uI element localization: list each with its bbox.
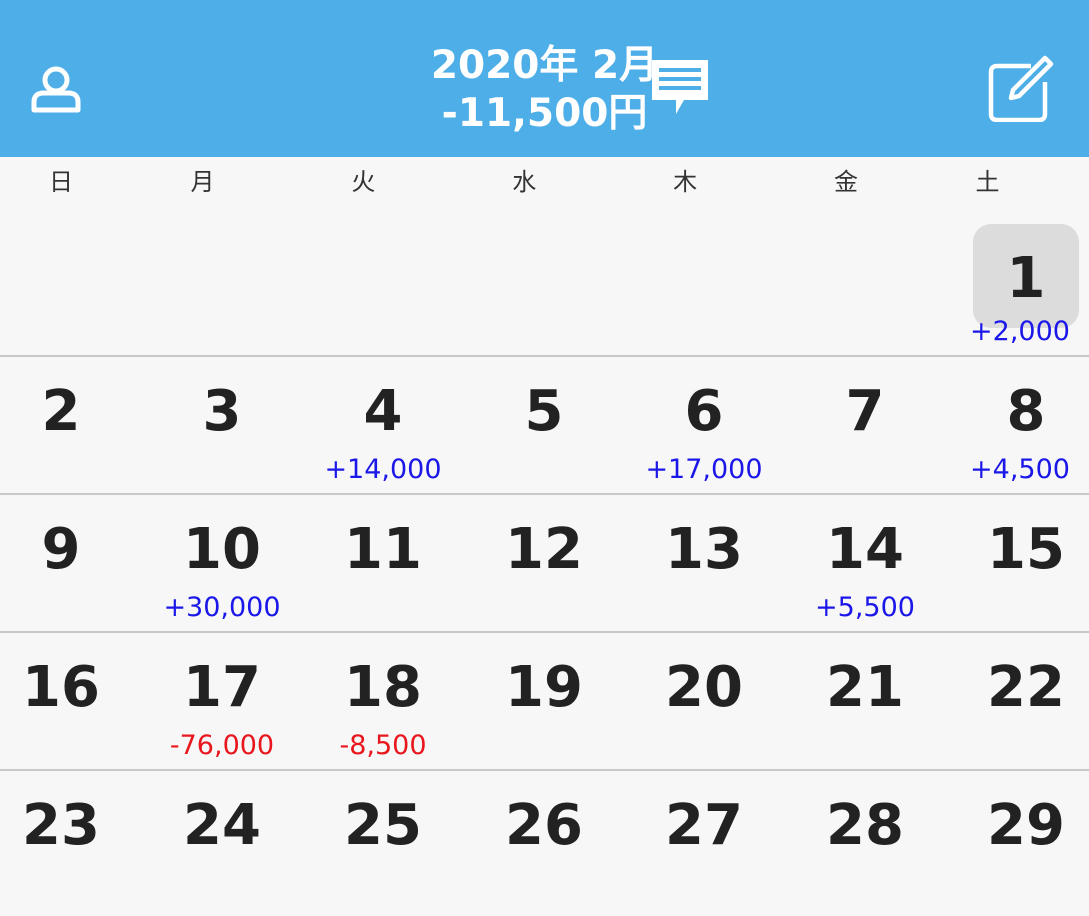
- day-cell[interactable]: 2: [0, 357, 131, 493]
- day-cell[interactable]: 24: [152, 771, 292, 907]
- day-cell[interactable]: 14 +5,500: [795, 495, 935, 631]
- day-number: 21: [826, 655, 904, 720]
- month-label: 2020年 2月: [430, 43, 659, 88]
- day-number: 3: [202, 379, 242, 444]
- day-number: 13: [665, 517, 743, 582]
- weekday-label: 火: [351, 168, 376, 196]
- week-row: 23 24 25 26 27 28 29: [0, 771, 1089, 907]
- day-cell[interactable]: 27: [634, 771, 774, 907]
- day-number: 4: [363, 379, 403, 444]
- day-number: 17: [183, 655, 261, 720]
- day-cell[interactable]: 22: [956, 633, 1089, 769]
- day-cell[interactable]: 15: [956, 495, 1089, 631]
- day-cell[interactable]: 3: [152, 357, 292, 493]
- day-amount: -76,000: [169, 730, 275, 761]
- day-number: 29: [987, 793, 1065, 858]
- day-amount: -8,500: [339, 730, 427, 761]
- day-cell[interactable]: 28: [795, 771, 935, 907]
- day-number: 6: [684, 379, 724, 444]
- selected-day-highlight: [973, 224, 1079, 328]
- person-icon[interactable]: [28, 62, 84, 118]
- weekday-label: 土: [975, 168, 1000, 196]
- header-title: 2020年 2月 -11,500円: [0, 42, 1089, 138]
- week-row: 16 17 -76,000 18 -8,500 19 20 21 22: [0, 633, 1089, 771]
- day-cell[interactable]: 1 +2,000: [956, 212, 1089, 355]
- compose-icon[interactable]: [987, 52, 1057, 123]
- day-number: 18: [344, 655, 422, 720]
- day-number: 24: [183, 793, 261, 858]
- day-cell[interactable]: 9: [0, 495, 131, 631]
- day-cell[interactable]: 5: [474, 357, 614, 493]
- day-amount: +5,500: [815, 592, 915, 623]
- day-number: 23: [22, 793, 100, 858]
- day-cell[interactable]: 26: [474, 771, 614, 907]
- day-cell[interactable]: 20: [634, 633, 774, 769]
- day-number: 19: [505, 655, 583, 720]
- day-cell[interactable]: 29: [956, 771, 1089, 907]
- weekday-label: 月: [190, 168, 215, 196]
- day-cell[interactable]: 19: [474, 633, 614, 769]
- day-cell[interactable]: 8 +4,500: [956, 357, 1089, 493]
- day-number: 14: [826, 517, 904, 582]
- day-number: 1: [1006, 246, 1046, 311]
- day-cell[interactable]: 7: [795, 357, 935, 493]
- day-number: 8: [1006, 379, 1046, 444]
- day-cell[interactable]: 21: [795, 633, 935, 769]
- day-cell[interactable]: 25: [313, 771, 453, 907]
- day-number: 10: [183, 517, 261, 582]
- weekday-label: 金: [834, 168, 858, 196]
- day-cell[interactable]: 17 -76,000: [152, 633, 292, 769]
- day-cell[interactable]: 4 +14,000: [313, 357, 453, 493]
- day-cell[interactable]: 16: [0, 633, 131, 769]
- day-amount: +4,500: [970, 454, 1070, 485]
- month-total: -11,500円: [441, 91, 648, 136]
- day-cell[interactable]: 11: [313, 495, 453, 631]
- day-cell[interactable]: 13: [634, 495, 774, 631]
- week-row: 9 10 +30,000 11 12 13 14 +5,500 15: [0, 495, 1089, 633]
- day-amount: +2,000: [970, 316, 1070, 347]
- day-number: 9: [41, 517, 81, 582]
- week-row: 1 +2,000: [0, 212, 1089, 357]
- day-cell[interactable]: 12: [474, 495, 614, 631]
- day-number: 22: [987, 655, 1065, 720]
- app-header: 2020年 2月 -11,500円: [0, 0, 1089, 157]
- day-number: 28: [826, 793, 904, 858]
- day-cell[interactable]: 10 +30,000: [152, 495, 292, 631]
- day-number: 26: [505, 793, 583, 858]
- day-amount: +17,000: [645, 454, 763, 485]
- weekday-label: 日: [49, 168, 73, 196]
- weekday-label: 木: [673, 168, 698, 196]
- day-number: 27: [665, 793, 743, 858]
- day-number: 20: [665, 655, 743, 720]
- day-number: 25: [344, 793, 422, 858]
- day-cell[interactable]: 18 -8,500: [313, 633, 453, 769]
- day-number: 15: [987, 517, 1065, 582]
- day-number: 7: [845, 379, 885, 444]
- day-cell[interactable]: 6 +17,000: [634, 357, 774, 493]
- day-number: 16: [22, 655, 100, 720]
- day-amount: +30,000: [163, 592, 281, 623]
- day-number: 12: [505, 517, 583, 582]
- day-number: 2: [41, 379, 81, 444]
- day-amount: +14,000: [324, 454, 442, 485]
- weekday-header: 日月火水木金土: [0, 157, 1089, 212]
- week-row: 2 3 4 +14,000 5 6 +17,000 7 8 +4,500: [0, 357, 1089, 495]
- calendar-grid: 1 +2,000 2 3 4 +14,000 5 6 +17,000 7 8 +4,500 9 10 +30…: [0, 212, 1089, 907]
- day-number: 11: [344, 517, 422, 582]
- weekday-label: 水: [512, 168, 537, 196]
- day-cell[interactable]: 23: [0, 771, 131, 907]
- speech-bubble-icon[interactable]: [650, 56, 712, 118]
- day-number: 5: [524, 379, 564, 444]
